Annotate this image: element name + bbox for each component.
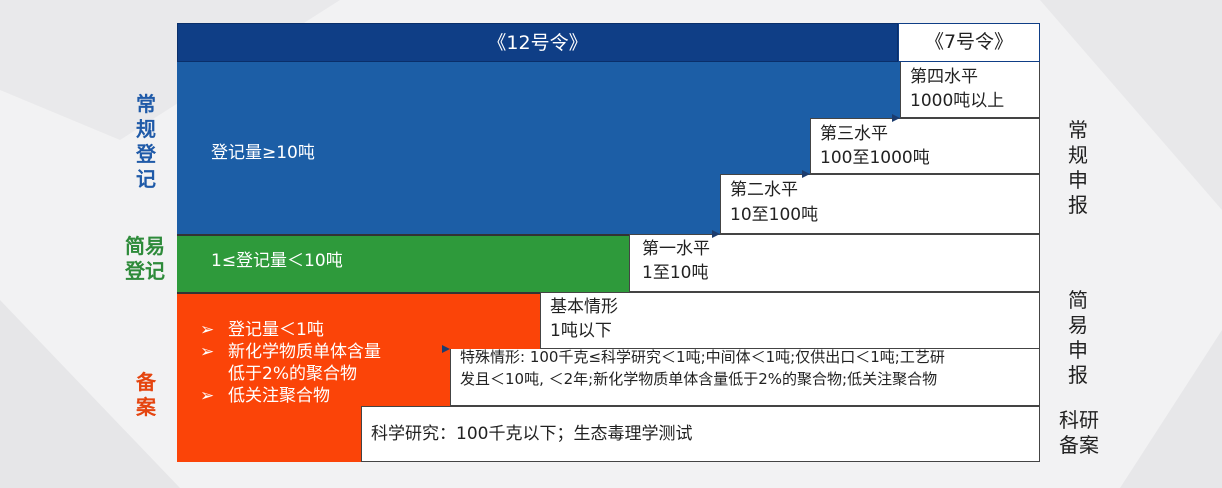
regular-report-label: 常 规 申 报 bbox=[1068, 118, 1088, 217]
header-right-box: 《7号令》 bbox=[898, 23, 1040, 62]
regular-region-main bbox=[177, 62, 720, 234]
level-title: 第二水平 bbox=[730, 180, 798, 200]
level-range: 1至10吨 bbox=[642, 263, 709, 283]
filing-bullet-text: 低关注聚合物 bbox=[228, 386, 330, 406]
bullet-arrow-icon: ➢ bbox=[200, 386, 215, 406]
filing-region-bottom bbox=[177, 406, 361, 462]
regular-step-3 bbox=[720, 62, 810, 174]
level-title: 第四水平 bbox=[910, 67, 978, 87]
simple-region bbox=[177, 234, 629, 292]
research-box: 科学研究：100千克以下；生态毒理学测试 bbox=[361, 406, 1040, 462]
level-range: 100至1000吨 bbox=[820, 148, 930, 168]
level-4-box: 第四水平 1000吨以上 bbox=[900, 62, 1040, 118]
special-case-box: 特殊情形: 100千克≤科学研究＜1吨;中间体＜1吨;仅供出口＜1吨;工艺研 发… bbox=[450, 348, 1040, 406]
header-right-label: 《7号令》 bbox=[924, 31, 1014, 53]
special-case-line-1: 特殊情形: 100千克≤科学研究＜1吨;中间体＜1吨;仅供出口＜1吨;工艺研 bbox=[460, 348, 945, 366]
filing-region-top bbox=[177, 292, 540, 349]
regular-step-2 bbox=[810, 62, 900, 118]
filing-bullet-item: ➢ 低关注聚合物 bbox=[200, 385, 381, 407]
level-3-box: 第三水平 100至1000吨 bbox=[810, 118, 1040, 174]
research-filing-label: 科研 备案 bbox=[1059, 408, 1099, 457]
level-1-box: 第一水平 1至10吨 bbox=[629, 234, 1040, 292]
filing-bullet-list: ➢ 登记量＜1吨 ➢ 新化学物质单体含量 低于2%的聚合物 ➢ 低关注聚合物 bbox=[200, 319, 381, 407]
level-range: 1000吨以上 bbox=[910, 91, 1005, 111]
level-2-box: 第二水平 10至100吨 bbox=[720, 174, 1040, 234]
level-title: 第一水平 bbox=[642, 239, 710, 259]
filing-bullet-text: 低于2%的聚合物 bbox=[228, 364, 357, 384]
filing-label: 备 案 bbox=[136, 370, 156, 419]
simple-registration-label: 简易 登记 bbox=[125, 234, 165, 283]
filing-bullet-text: 新化学物质单体含量 bbox=[228, 342, 381, 362]
filing-bullet-item: ➢ 登记量＜1吨 bbox=[200, 319, 381, 341]
bullet-arrow-icon: ➢ bbox=[200, 342, 215, 362]
filing-region-mid bbox=[177, 349, 450, 406]
regular-threshold-label: 登记量≥10吨 bbox=[211, 143, 315, 163]
simple-threshold-label: 1≤登记量＜10吨 bbox=[211, 251, 343, 271]
header-main-label: 《12号令》 bbox=[487, 31, 588, 54]
bullet-arrow-icon: ➢ bbox=[200, 320, 215, 340]
level-range: 10至100吨 bbox=[730, 205, 819, 225]
filing-bullet-item: 低于2%的聚合物 bbox=[200, 363, 381, 385]
special-case-line-2: 发且＜10吨, ＜2年;新化学物质单体含量低于2%的聚合物;低关注聚合物 bbox=[460, 370, 938, 388]
level-title: 第三水平 bbox=[820, 124, 888, 144]
header-main-bar: 《12号令》 bbox=[177, 23, 898, 62]
simple-report-label: 简 易 申 报 bbox=[1068, 288, 1088, 387]
basic-case-box: 基本情形 1吨以下 bbox=[540, 292, 1040, 349]
filing-bullet-text: 登记量＜1吨 bbox=[228, 320, 324, 340]
basic-case-title: 基本情形 bbox=[550, 297, 618, 317]
basic-case-range: 1吨以下 bbox=[550, 321, 612, 341]
regular-registration-label: 常 规 登 记 bbox=[136, 92, 156, 191]
research-text: 科学研究：100千克以下；生态毒理学测试 bbox=[371, 424, 693, 444]
filing-bullet-item: ➢ 新化学物质单体含量 bbox=[200, 341, 381, 363]
